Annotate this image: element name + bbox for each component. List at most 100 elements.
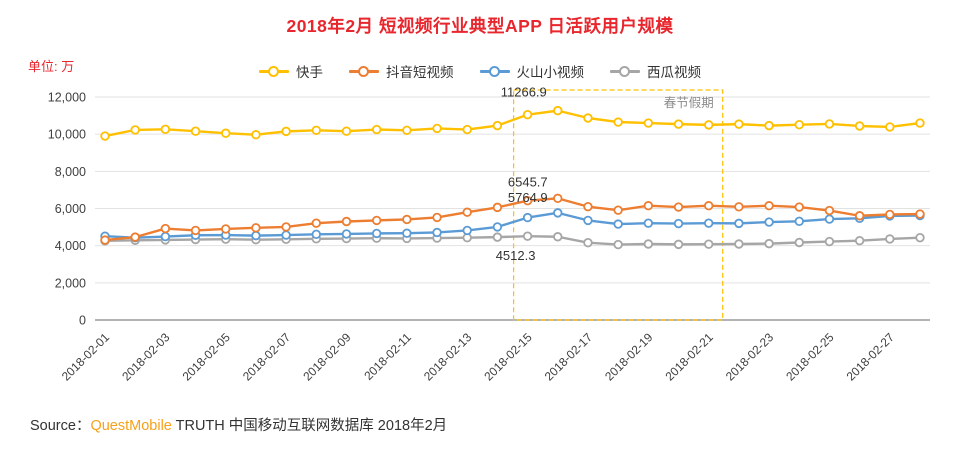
series-line-1: [104, 197, 921, 242]
x-tick-label: 2018-02-01: [59, 330, 113, 384]
data-point-marker: [100, 131, 110, 141]
data-point-marker: [764, 120, 774, 131]
data-point-marker: [553, 193, 563, 204]
data-point-marker: [734, 202, 744, 212]
data-point-marker: [522, 109, 533, 120]
data-point-marker: [824, 214, 835, 224]
legend-marker-icon: [610, 65, 640, 77]
data-point-marker: [915, 118, 925, 128]
annotation-label: 11266.9: [501, 85, 547, 100]
data-point-marker: [613, 219, 623, 229]
data-point-marker: [522, 195, 533, 206]
data-point-marker: [251, 223, 261, 233]
x-tick-label: 2018-02-09: [300, 330, 354, 384]
data-point-marker: [643, 118, 654, 128]
data-point-marker: [251, 130, 261, 140]
data-point-marker: [311, 125, 321, 135]
data-point-marker: [281, 222, 291, 232]
data-point-marker: [915, 232, 925, 243]
legend-item: 西瓜视频: [610, 61, 701, 81]
data-point-marker: [341, 126, 352, 136]
data-point-marker: [583, 237, 593, 248]
data-point-marker: [402, 125, 412, 135]
data-point-marker: [221, 128, 231, 138]
chart-title: 2018年2月 短视频行业典型APP 日活跃用户规模: [286, 16, 674, 36]
data-point-marker: [492, 202, 503, 213]
series-line-0: [104, 109, 921, 138]
data-point-marker: [704, 201, 714, 211]
data-point-marker: [885, 234, 895, 244]
data-point-marker: [462, 124, 472, 135]
data-point-marker: [643, 239, 654, 249]
x-tick-label: 2018-02-19: [602, 330, 656, 384]
data-point-marker: [794, 216, 804, 227]
data-point-marker: [492, 222, 503, 232]
data-point-marker: [764, 201, 774, 211]
data-point-marker: [854, 121, 865, 131]
data-point-marker: [522, 231, 533, 241]
series-line-2: [104, 211, 921, 239]
data-point-marker: [462, 207, 472, 217]
y-tick-label: 8,000: [55, 165, 86, 179]
y-tick-label: 12,000: [48, 91, 86, 105]
legend-item: 火山小视频: [479, 61, 585, 81]
data-point-marker: [371, 228, 382, 239]
source-line: Source：QuestMobile TRUTH 中国移动互联网数据库 2018…: [30, 414, 447, 435]
data-point-marker: [190, 225, 201, 236]
x-tick-label: 2018-02-17: [542, 330, 596, 384]
data-point-marker: [583, 113, 593, 123]
data-point-marker: [402, 228, 412, 238]
x-tick-label: 2018-02-05: [180, 330, 234, 384]
data-point-marker: [643, 201, 654, 211]
data-point-marker: [704, 120, 714, 130]
data-point-marker: [673, 202, 684, 212]
legend-item: 抖音短视频: [349, 61, 454, 81]
data-point-marker: [221, 224, 231, 234]
data-point-marker: [915, 209, 925, 219]
data-point-marker: [613, 117, 623, 127]
x-tick-label: 2018-02-07: [240, 330, 294, 384]
data-point-marker: [583, 215, 593, 226]
data-point-marker: [553, 105, 563, 116]
legend-marker-icon: [259, 65, 289, 77]
y-tick-label: 0: [79, 314, 86, 328]
data-point-marker: [824, 119, 835, 129]
holiday-region-label: 春节假期: [664, 96, 714, 110]
unit-label: 单位: 万: [28, 59, 75, 74]
data-point-marker: [160, 231, 171, 242]
data-point-marker: [492, 232, 503, 242]
data-point-marker: [794, 119, 804, 130]
data-point-marker: [100, 235, 110, 245]
annotation-label: 4512.3: [496, 248, 536, 263]
data-point-marker: [432, 227, 442, 238]
data-point-marker: [522, 212, 533, 223]
data-point-marker: [160, 223, 171, 234]
data-point-marker: [251, 230, 261, 241]
x-tick-label: 2018-02-11: [361, 330, 414, 383]
data-point-marker: [160, 124, 171, 135]
legend-label: 快手: [296, 65, 323, 80]
data-point-marker: [583, 201, 593, 212]
data-point-marker: [673, 239, 684, 250]
x-tick-label: 2018-02-25: [783, 330, 837, 384]
x-tick-label: 2018-02-15: [481, 330, 535, 384]
y-tick-label: 6,000: [55, 202, 86, 216]
data-point-marker: [854, 235, 865, 246]
x-tick-label: 2018-02-03: [119, 330, 173, 384]
legend-label: 火山小视频: [516, 65, 585, 80]
y-tick-label: 2,000: [55, 276, 86, 290]
data-point-marker: [613, 239, 623, 250]
data-point-marker: [371, 215, 382, 226]
data-point-marker: [130, 125, 140, 135]
data-point-marker: [281, 230, 291, 240]
data-point-marker: [794, 237, 804, 248]
data-point-marker: [643, 218, 654, 228]
data-point-marker: [704, 218, 714, 228]
data-point-marker: [190, 126, 201, 136]
data-point-marker: [764, 217, 774, 227]
y-tick-label: 10,000: [48, 128, 86, 142]
data-point-marker: [673, 119, 684, 129]
data-point-marker: [854, 211, 865, 221]
x-tick-label: 2018-02-13: [421, 330, 475, 384]
legend-label: 西瓜视频: [647, 65, 701, 80]
